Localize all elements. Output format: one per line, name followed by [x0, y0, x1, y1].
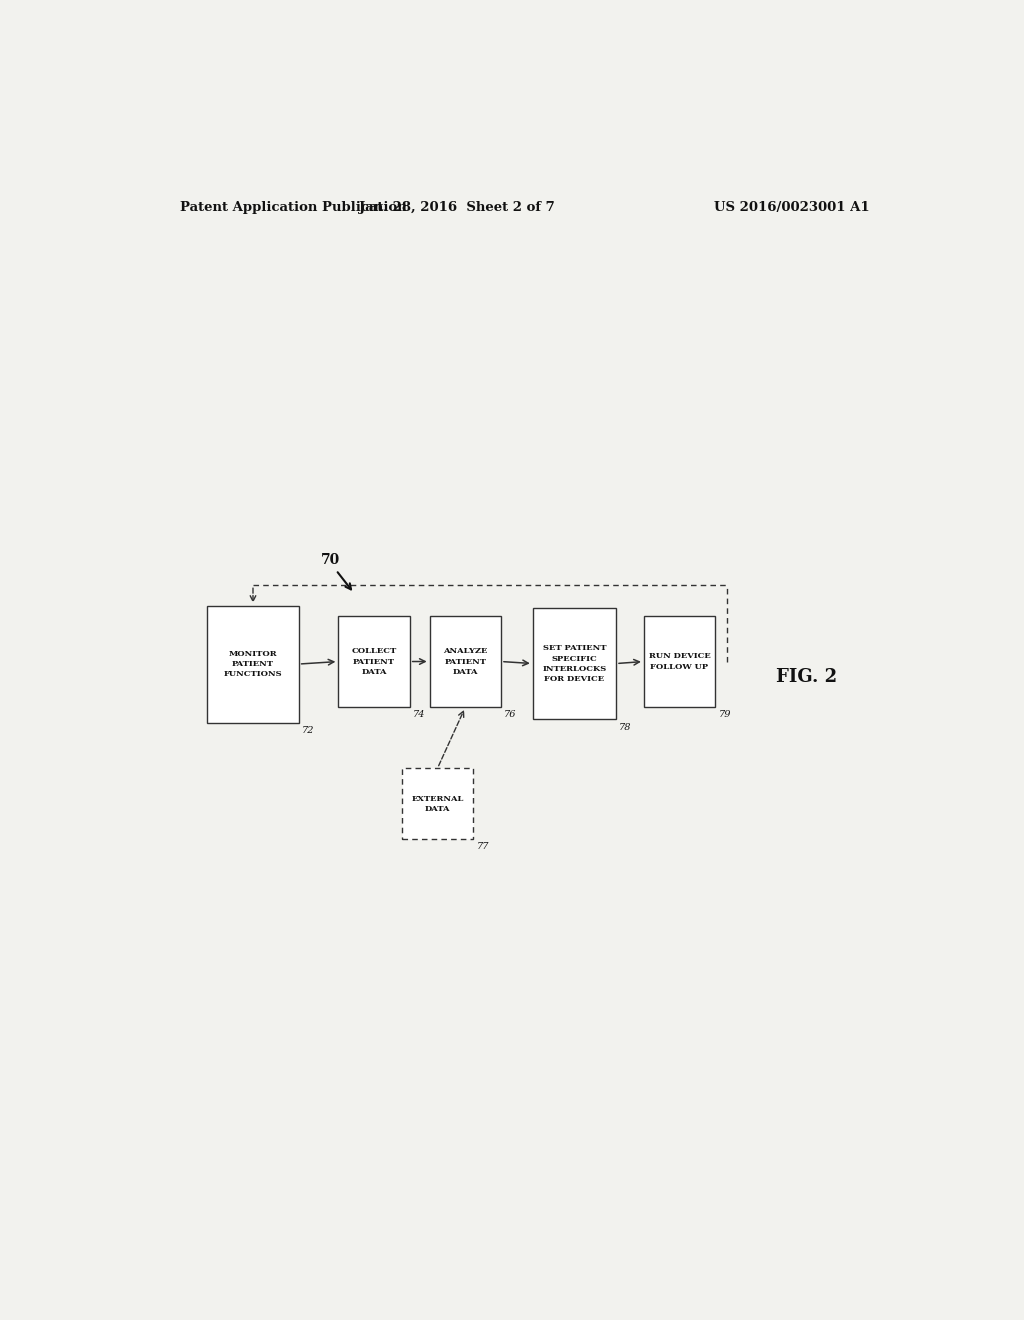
FancyBboxPatch shape — [532, 607, 616, 719]
Text: FIG. 2: FIG. 2 — [776, 668, 837, 686]
FancyBboxPatch shape — [338, 615, 410, 708]
Text: 74: 74 — [413, 710, 425, 719]
FancyBboxPatch shape — [401, 768, 473, 840]
Text: COLLECT
PATIENT
DATA: COLLECT PATIENT DATA — [351, 647, 396, 676]
Text: Patent Application Publication: Patent Application Publication — [179, 201, 407, 214]
Text: 78: 78 — [620, 722, 632, 731]
FancyBboxPatch shape — [207, 606, 299, 722]
Text: RUN DEVICE
FOLLOW UP: RUN DEVICE FOLLOW UP — [648, 652, 711, 671]
Text: 70: 70 — [321, 553, 340, 566]
Text: Jan. 28, 2016  Sheet 2 of 7: Jan. 28, 2016 Sheet 2 of 7 — [359, 201, 555, 214]
Text: MONITOR
PATIENT
FUNCTIONS: MONITOR PATIENT FUNCTIONS — [223, 649, 283, 678]
Text: 79: 79 — [719, 710, 731, 719]
Text: SET PATIENT
SPECIFIC
INTERLOCKS
FOR DEVICE: SET PATIENT SPECIFIC INTERLOCKS FOR DEVI… — [543, 644, 606, 682]
Text: 76: 76 — [504, 710, 517, 719]
FancyBboxPatch shape — [430, 615, 501, 708]
Text: 77: 77 — [476, 842, 488, 851]
Text: EXTERNAL
DATA: EXTERNAL DATA — [412, 795, 464, 813]
Text: 72: 72 — [302, 726, 314, 734]
Text: ANALYZE
PATIENT
DATA: ANALYZE PATIENT DATA — [443, 647, 487, 676]
FancyBboxPatch shape — [644, 615, 715, 708]
Text: US 2016/0023001 A1: US 2016/0023001 A1 — [715, 201, 870, 214]
